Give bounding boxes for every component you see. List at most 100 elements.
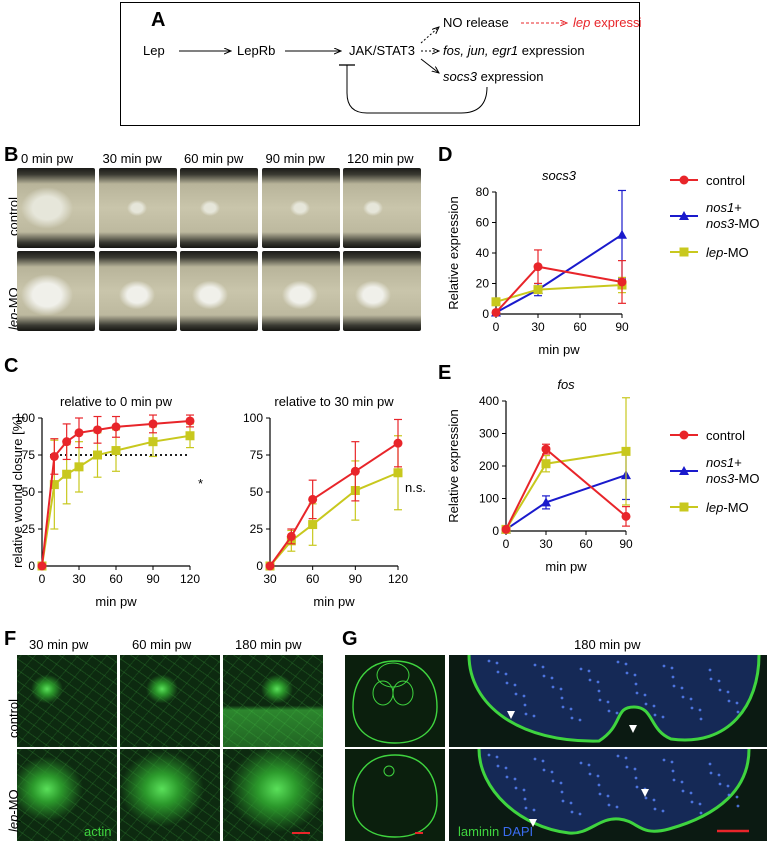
data-point: [74, 428, 84, 438]
nucleus: [625, 671, 629, 675]
series-control: [491, 249, 627, 317]
nucleus: [487, 753, 491, 757]
legend-nos1: nos1+: [706, 455, 742, 470]
dapi-label: DAPI: [499, 824, 534, 839]
nucleus: [561, 799, 565, 803]
x-tick-label: 30: [72, 572, 86, 586]
actin-image: [223, 749, 323, 841]
series-lep-mo: [491, 276, 627, 307]
nucleus: [559, 781, 563, 785]
nucleus: [718, 782, 722, 786]
panel-e-chart: 0 100 200 300 400 0 30 60 90 fos min pw Relative ex…: [446, 377, 759, 574]
arrowhead-marker: [507, 711, 515, 719]
nucleus: [570, 810, 574, 814]
legend-lep-mo: lep-MO: [706, 500, 749, 515]
nucleus: [607, 803, 611, 807]
nucleus: [551, 685, 555, 689]
arrow-to-socs3: [420, 58, 439, 73]
nucleus: [533, 663, 537, 667]
nucleus: [532, 808, 536, 812]
y-tick-label: 0: [28, 559, 35, 573]
laminin-outline: [467, 655, 761, 743]
panel-a: A Lep LepRb JAK/STAT3 NO release lep exp…: [120, 2, 641, 126]
series-line: [269, 442, 399, 567]
nucleus: [522, 694, 526, 698]
scale-bar: [292, 832, 310, 834]
legend-nos1: nos1+: [706, 200, 742, 215]
series-control: [265, 418, 403, 571]
panel-c-label: C: [4, 355, 19, 377]
actin-image: [120, 749, 220, 841]
panel-f-label: F: [4, 628, 17, 650]
chart-c-right: 0 25 50 75 100 30 60 90 120 relative to 30 min pw…: [243, 394, 426, 609]
section-overview: [345, 655, 445, 747]
nucleus: [671, 675, 675, 679]
nucleus: [560, 790, 564, 794]
chart-d: 0 20 40 60 80 0 30 60 90 socs3 min pw Relative expr…: [446, 168, 629, 357]
series-control: [37, 414, 195, 571]
actin-image: [17, 749, 117, 841]
panel-b-timepoint: 30 min pw: [102, 151, 162, 166]
panel-g-label: G: [342, 628, 358, 650]
data-point: [148, 419, 158, 429]
nucleus: [698, 708, 702, 712]
nucleus: [727, 699, 731, 703]
nucleus: [624, 756, 628, 760]
series-lep-mo: [37, 423, 195, 571]
nucleus: [487, 659, 491, 663]
data-point: [621, 511, 631, 521]
nucleus: [550, 676, 554, 680]
nucleus: [514, 692, 518, 696]
x-tick-label: 90: [619, 537, 633, 551]
y-tick-label: 100: [15, 411, 35, 425]
y-tick-label: 60: [476, 216, 490, 230]
wound-photo: [17, 168, 95, 248]
nucleus: [532, 714, 536, 718]
panel-d-label: D: [438, 144, 453, 166]
nucleus: [616, 660, 620, 664]
x-tick-label: 120: [180, 572, 200, 586]
panel-d-chart: 0 20 40 60 80 0 30 60 90 socs3 min pw Relative expr…: [446, 168, 759, 357]
nucleus: [689, 697, 693, 701]
nucleus: [633, 767, 637, 771]
nucleus: [736, 804, 740, 808]
data-point: [533, 262, 543, 272]
nucleus: [522, 788, 526, 792]
laminin-label: laminin: [458, 824, 500, 839]
data-point: [185, 416, 195, 426]
wound-photo: [343, 168, 421, 248]
x-tick-label: 30: [539, 537, 553, 551]
legend-lep-mo: lep-MO: [706, 245, 749, 260]
nucleus: [513, 683, 517, 687]
data-point: [541, 497, 551, 507]
nucleus: [718, 688, 722, 692]
y-tick-label: 300: [479, 427, 499, 441]
nucleus: [644, 796, 648, 800]
y-axis-label: Relative expression: [446, 409, 461, 522]
data-point: [93, 450, 102, 460]
data-point: [308, 520, 318, 530]
y-tick-label: 50: [250, 485, 264, 499]
y-tick-label: 25: [250, 522, 264, 536]
nucleus: [597, 689, 601, 693]
series-nos1-nos3-mo: [501, 450, 631, 534]
data-point: [286, 531, 296, 541]
significance-label: n.s.: [405, 480, 426, 495]
nucleus: [681, 695, 685, 699]
nucleus: [652, 704, 656, 708]
nucleus: [523, 797, 527, 801]
nucleus: [551, 779, 555, 783]
chart-title: socs3: [542, 168, 577, 183]
panel-e-label: E: [438, 362, 452, 384]
output-socs3: socs3 expression: [443, 69, 543, 84]
dapi-region: [469, 655, 759, 742]
output-fos-jun-egr1: fos, jun, egr1 expression: [443, 43, 585, 58]
nucleus: [496, 670, 500, 674]
node-jak-stat3: JAK/STAT3: [349, 43, 415, 58]
nucleus: [670, 760, 674, 764]
legend: control nos1+nos3-MO lep-MO: [670, 173, 759, 260]
legend-marker: [679, 175, 689, 185]
nucleus: [542, 768, 546, 772]
section-overview: [345, 749, 445, 841]
panel-b-label: B: [4, 144, 19, 166]
